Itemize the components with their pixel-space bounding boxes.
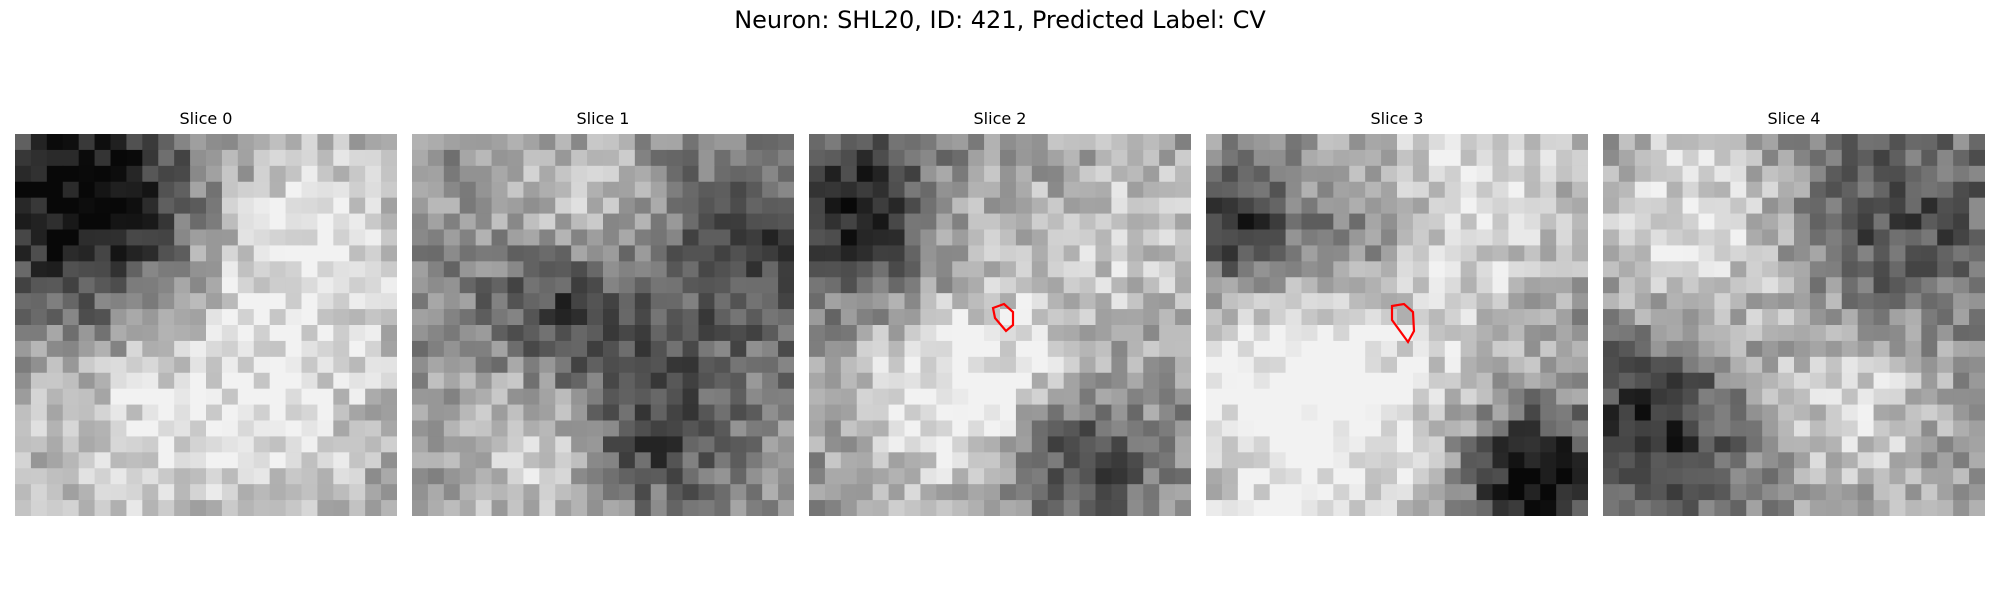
slice-title: Slice 1 bbox=[576, 109, 630, 128]
figure-title: Neuron: SHL20, ID: 421, Predicted Label:… bbox=[734, 6, 1266, 34]
slice-panel-2: Slice 2 bbox=[809, 108, 1191, 516]
slice-image bbox=[809, 134, 1191, 516]
slice-panel-1: Slice 1 bbox=[412, 108, 794, 516]
slice-title: Slice 0 bbox=[179, 109, 233, 128]
slice-title: Slice 3 bbox=[1370, 109, 1424, 128]
slice-image bbox=[15, 134, 397, 516]
roi-contour bbox=[991, 302, 1015, 333]
slice-image bbox=[1206, 134, 1588, 516]
roi-contour bbox=[1390, 302, 1416, 345]
slice-image bbox=[412, 134, 794, 516]
slice-panel-4: Slice 4 bbox=[1603, 108, 1985, 516]
slice-title: Slice 2 bbox=[973, 109, 1027, 128]
slice-panel-0: Slice 0 bbox=[15, 108, 397, 516]
slice-image bbox=[1603, 134, 1985, 516]
slice-panel-3: Slice 3 bbox=[1206, 108, 1588, 516]
slice-title: Slice 4 bbox=[1767, 109, 1821, 128]
